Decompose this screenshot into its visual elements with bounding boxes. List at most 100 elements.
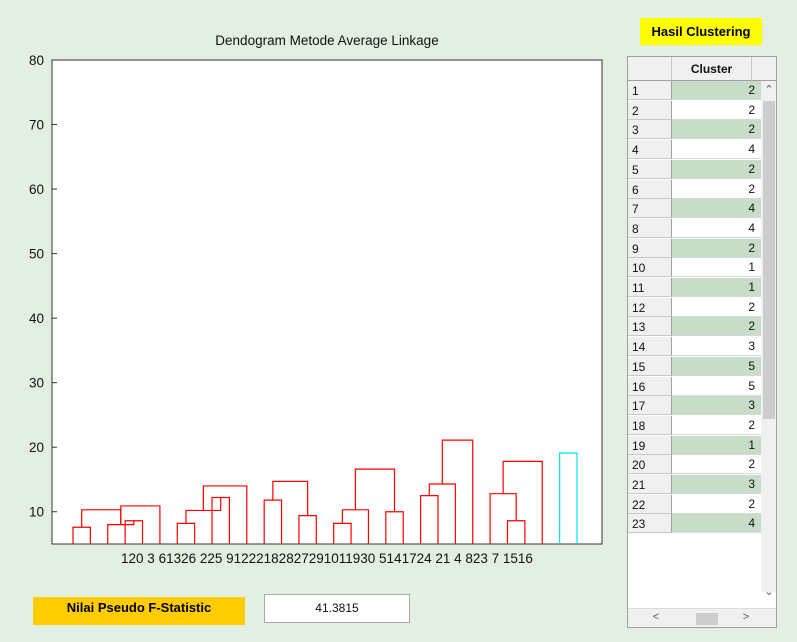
cluster-value[interactable]: 2 <box>672 120 761 140</box>
cluster-value[interactable]: 4 <box>672 218 761 238</box>
plot-area <box>51 59 603 545</box>
cluster-table[interactable]: Cluster 1 2 2 2 3 2 4 4 5 2 6 2 7 4 8 4 9 2 10 1 11 1 12 2 13 2 14… <box>627 56 777 628</box>
cluster-value[interactable]: 2 <box>672 159 761 179</box>
row-index: 3 <box>628 120 672 140</box>
cluster-value[interactable]: 3 <box>672 396 761 416</box>
dendrogram-link <box>272 480 309 516</box>
cluster-value[interactable]: 2 <box>672 494 761 514</box>
row-index: 23 <box>628 514 672 534</box>
y-tick-label: 60 <box>29 182 44 197</box>
dendrogram-plot: 10 20 30 40 50 60 70 80 120 3 61326 225 9122218… <box>29 53 603 566</box>
cluster-value[interactable]: 1 <box>672 278 761 297</box>
chevron-right-icon[interactable]: > <box>742 611 750 623</box>
cluster-value[interactable]: 2 <box>672 415 761 435</box>
table-row[interactable]: 20 2 <box>628 455 761 475</box>
plot-title: Dendogram Metode Average Linkage <box>215 33 439 48</box>
chevron-left-icon[interactable]: < <box>652 611 660 623</box>
row-index: 11 <box>628 278 672 297</box>
cluster-value[interactable]: 1 <box>672 435 761 455</box>
row-index: 7 <box>628 199 672 219</box>
cluster-value[interactable]: 2 <box>672 81 761 100</box>
row-header-corner <box>628 57 672 81</box>
cluster-value[interactable]: 4 <box>672 140 761 160</box>
row-index: 20 <box>628 455 672 475</box>
pseudo-f-label: Nilai Pseudo F-Statistic <box>33 597 245 625</box>
table-row[interactable]: 15 5 <box>628 356 761 376</box>
table-row[interactable]: 23 4 <box>628 514 761 534</box>
hasil-clustering-label: Hasil Clustering <box>640 18 762 45</box>
cluster-value[interactable]: 1 <box>672 258 761 278</box>
cluster-value[interactable]: 3 <box>672 337 761 357</box>
cluster-value[interactable]: 5 <box>672 376 761 396</box>
cluster-value[interactable]: 5 <box>672 356 761 376</box>
cluster-value[interactable]: 2 <box>672 238 761 258</box>
cluster-value[interactable]: 2 <box>672 297 761 317</box>
table-row[interactable]: 10 1 <box>628 258 761 278</box>
vertical-scroll-thumb[interactable] <box>763 101 775 419</box>
row-index: 10 <box>628 258 672 278</box>
chevron-down-icon[interactable]: ⌄ <box>764 586 774 598</box>
row-index: 9 <box>628 238 672 258</box>
vertical-scrollbar[interactable] <box>761 81 776 592</box>
y-tick-label: 50 <box>29 247 44 262</box>
table-row[interactable]: 19 1 <box>628 435 761 455</box>
row-index: 16 <box>628 376 672 396</box>
dendrogram-link <box>441 439 474 544</box>
row-index: 14 <box>628 337 672 357</box>
y-axis: 10 20 30 40 50 60 70 80 <box>29 53 57 520</box>
cluster-value[interactable]: 2 <box>672 100 761 120</box>
chevron-up-icon[interactable]: ⌃ <box>764 84 774 96</box>
cluster-value[interactable]: 4 <box>672 514 761 534</box>
y-tick-label: 30 <box>29 376 44 391</box>
dendrogram-links <box>72 439 578 544</box>
y-tick-label: 80 <box>29 53 44 68</box>
cluster-value[interactable]: 4 <box>672 199 761 219</box>
table-row[interactable]: 14 3 <box>628 337 761 357</box>
table-row[interactable]: 17 3 <box>628 396 761 416</box>
table-row[interactable]: 13 2 <box>628 317 761 337</box>
row-index: 18 <box>628 415 672 435</box>
y-tick-label: 10 <box>29 505 44 520</box>
cluster-value[interactable]: 2 <box>672 179 761 199</box>
cluster-value[interactable]: 3 <box>672 475 761 494</box>
header-filler <box>752 57 776 81</box>
table-row[interactable]: 18 2 <box>628 415 761 435</box>
dendrogram-link <box>502 460 543 544</box>
horizontal-scrollbar[interactable]: < > <box>628 608 776 627</box>
y-tick-label: 70 <box>29 118 44 133</box>
y-tick-label: 20 <box>29 440 44 455</box>
dendrogram-link <box>120 505 161 544</box>
cluster-column-header[interactable]: Cluster <box>672 57 752 81</box>
row-index: 6 <box>628 179 672 199</box>
row-index: 4 <box>628 140 672 160</box>
table-row[interactable]: 16 5 <box>628 376 761 396</box>
row-index: 19 <box>628 435 672 455</box>
row-index: 1 <box>628 81 672 100</box>
row-index: 22 <box>628 494 672 514</box>
cluster-value[interactable]: 2 <box>672 455 761 475</box>
row-index: 15 <box>628 356 672 376</box>
dendrogram-link <box>185 497 222 524</box>
row-index: 2 <box>628 100 672 120</box>
table-row[interactable]: 12 2 <box>628 297 761 317</box>
table-row[interactable]: 21 3 <box>628 475 761 494</box>
table-row[interactable]: 11 1 <box>628 278 761 297</box>
row-index: 13 <box>628 317 672 337</box>
horizontal-scroll-thumb[interactable] <box>696 613 718 625</box>
table-row[interactable]: 22 2 <box>628 494 761 514</box>
dendrogram-link <box>559 452 578 544</box>
row-index: 8 <box>628 218 672 238</box>
row-index: 5 <box>628 159 672 179</box>
cluster-value[interactable]: 2 <box>672 317 761 337</box>
pseudo-f-value-field[interactable]: 41.3815 <box>264 594 410 623</box>
y-tick-label: 40 <box>29 311 44 326</box>
